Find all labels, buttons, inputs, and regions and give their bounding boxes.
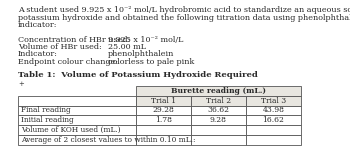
Text: 1.78: 1.78 (155, 116, 172, 124)
Text: 43.98: 43.98 (262, 107, 285, 115)
Text: Volume of HBr used:: Volume of HBr used: (18, 43, 102, 51)
Text: Burette reading (mL.): Burette reading (mL.) (171, 87, 266, 95)
Bar (136, 135, 191, 145)
Text: 29.28: 29.28 (153, 107, 174, 115)
Bar (136, 125, 191, 135)
Text: 9.925 x 10⁻² mol/L: 9.925 x 10⁻² mol/L (108, 36, 183, 44)
Bar (191, 125, 246, 135)
Text: Initial reading: Initial reading (21, 116, 74, 124)
Bar (246, 115, 301, 125)
Bar (18, 106, 136, 115)
Bar (191, 115, 246, 125)
Text: Average of 2 closest values to within 0.10 mL.:: Average of 2 closest values to within 0.… (21, 136, 196, 144)
Text: Trial 3: Trial 3 (261, 97, 286, 105)
Bar (246, 125, 301, 135)
Text: phenolphthalein: phenolphthalein (108, 50, 174, 58)
Bar (18, 125, 136, 135)
Bar (18, 96, 136, 106)
Text: Trial 2: Trial 2 (206, 97, 231, 105)
Bar (136, 96, 191, 106)
Text: 36.62: 36.62 (208, 107, 230, 115)
Text: Volume of KOH used (mL.): Volume of KOH used (mL.) (21, 126, 121, 134)
Bar (191, 106, 246, 115)
Text: potassium hydroxide and obtained the following titration data using phenolphthal: potassium hydroxide and obtained the fol… (18, 13, 350, 22)
Text: Endpoint colour change:: Endpoint colour change: (18, 58, 118, 66)
Bar (136, 115, 191, 125)
Bar (246, 96, 301, 106)
Text: indicator:: indicator: (18, 21, 57, 29)
Text: 9.28: 9.28 (210, 116, 227, 124)
Bar (191, 135, 246, 145)
Text: colorless to pale pink: colorless to pale pink (108, 58, 194, 66)
Bar (246, 135, 301, 145)
Bar (18, 115, 136, 125)
Bar (136, 86, 301, 96)
Text: Table 1:  Volume of Potassium Hydroxide Required: Table 1: Volume of Potassium Hydroxide R… (18, 71, 258, 79)
Text: Final reading: Final reading (21, 107, 71, 115)
Text: 25.00 mL: 25.00 mL (108, 43, 146, 51)
Bar (246, 106, 301, 115)
Bar (191, 96, 246, 106)
Text: Indicator:: Indicator: (18, 50, 58, 58)
Text: A student used 9.925 x 10⁻² mol/L hydrobromic acid to standardize an aqueous sol: A student used 9.925 x 10⁻² mol/L hydrob… (18, 6, 350, 14)
Text: Concentration of HBr used:: Concentration of HBr used: (18, 36, 130, 44)
Bar (18, 135, 136, 145)
Text: Trial 1: Trial 1 (151, 97, 176, 105)
Text: 16.62: 16.62 (262, 116, 285, 124)
Text: +: + (18, 80, 24, 88)
Bar (136, 106, 191, 115)
